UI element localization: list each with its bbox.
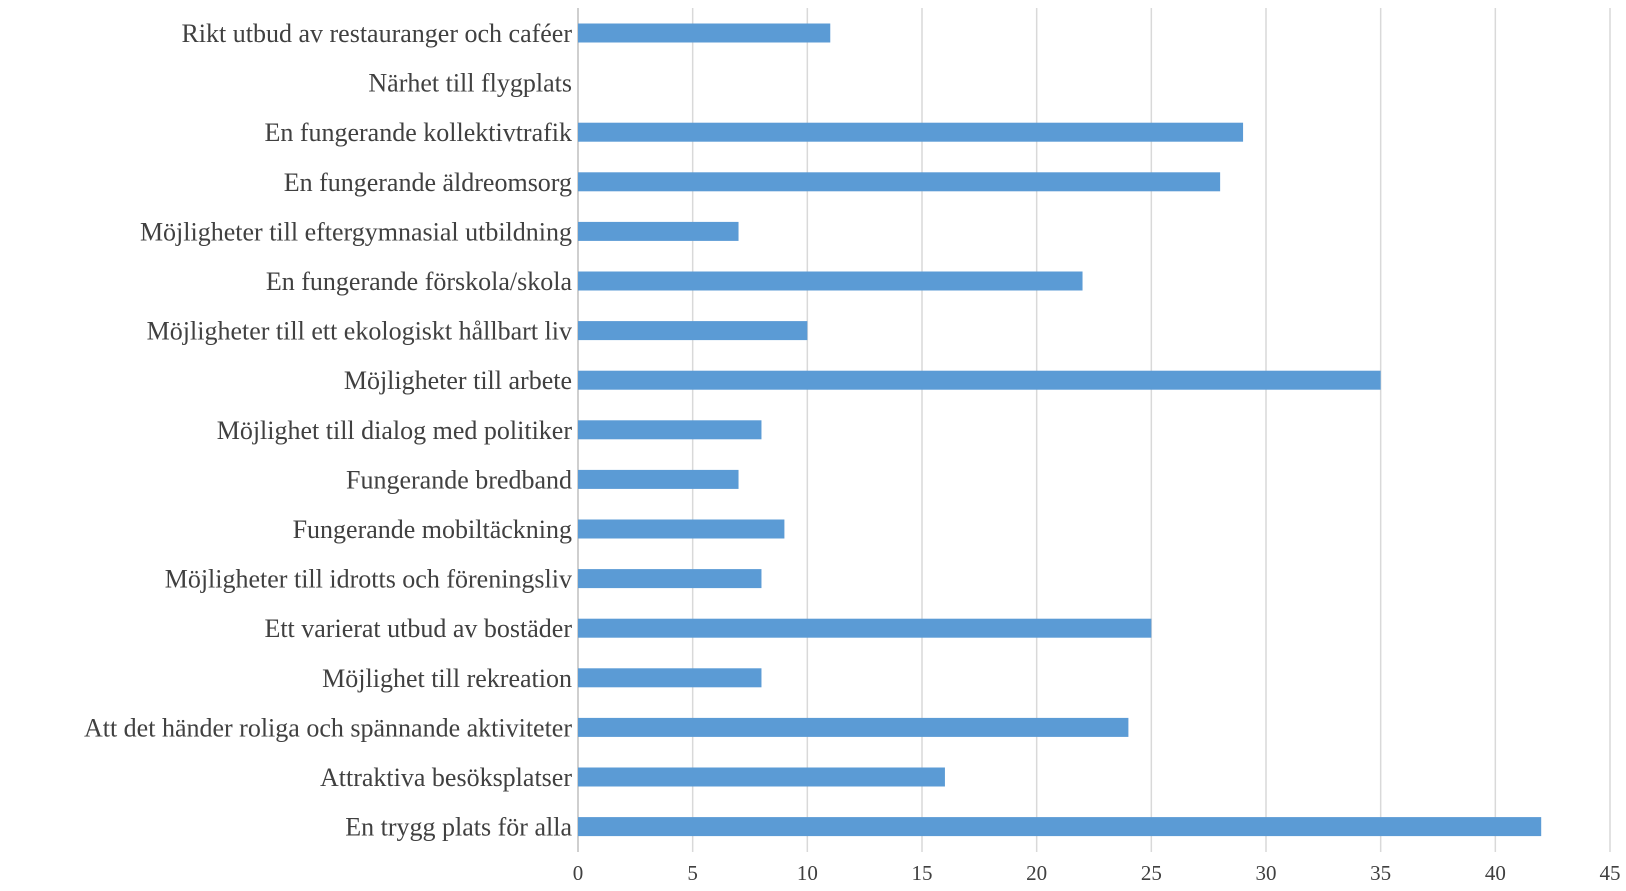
x-tick-label: 15 (912, 861, 933, 885)
x-tick-label: 45 (1600, 861, 1621, 885)
bar (578, 221, 739, 241)
bar (578, 717, 1129, 737)
bars (578, 23, 1542, 837)
bar (578, 469, 739, 489)
bar (578, 817, 1542, 837)
category-label: Möjlighet till dialog med politiker (217, 416, 573, 445)
category-label: Möjligheter till ett ekologiskt hållbart… (147, 317, 572, 346)
bar (578, 23, 831, 43)
category-label: Möjlighet till rekreation (322, 664, 572, 693)
bar (578, 122, 1244, 142)
x-tick-label: 0 (573, 861, 584, 885)
category-label: Att det händer roliga och spännande akti… (84, 713, 572, 742)
bar (578, 271, 1083, 291)
x-tick-label: 10 (797, 861, 818, 885)
bar (578, 172, 1221, 192)
category-label: En fungerande äldreomsorg (284, 168, 572, 197)
category-labels: Rikt utbud av restauranger och caféer När… (84, 19, 573, 842)
gridlines (577, 8, 1611, 852)
bar (578, 370, 1381, 390)
bar (578, 420, 762, 440)
category-label: Rikt utbud av restauranger och caféer (181, 19, 572, 48)
x-tick-label: 20 (1026, 861, 1047, 885)
bar (578, 321, 808, 341)
bar (578, 668, 762, 688)
category-label: Möjligheter till idrotts och föreningsli… (165, 565, 572, 594)
category-label: Ett varierat utbud av bostäder (264, 614, 572, 643)
bar (578, 569, 762, 589)
category-label: En trygg plats för alla (345, 813, 572, 842)
category-label: Möjligheter till arbete (344, 366, 572, 395)
category-label: Fungerande bredband (346, 465, 572, 494)
category-label: En fungerande förskola/skola (266, 267, 573, 296)
category-label: Möjligheter till eftergymnasial utbildni… (140, 217, 572, 246)
bar (578, 618, 1152, 638)
x-tick-labels: 0 5 10 15 20 25 30 35 40 45 (573, 861, 1621, 885)
bar (578, 767, 945, 787)
category-label: Attraktiva besöksplatser (320, 763, 572, 792)
x-tick-label: 35 (1370, 861, 1391, 885)
category-label: Närhet till flygplats (368, 69, 572, 98)
x-tick-label: 40 (1485, 861, 1506, 885)
category-label: En fungerande kollektivtrafik (264, 118, 572, 147)
x-tick-label: 30 (1256, 861, 1277, 885)
x-tick-label: 5 (687, 861, 698, 885)
category-label: Fungerande mobiltäckning (293, 515, 572, 544)
bar (578, 519, 785, 539)
x-tick-label: 25 (1141, 861, 1162, 885)
